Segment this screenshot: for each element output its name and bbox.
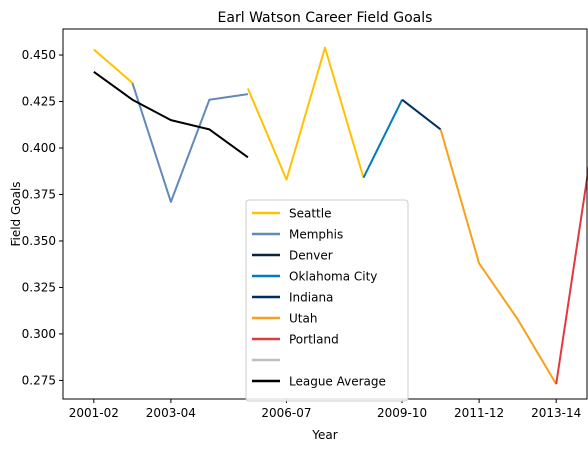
legend-box — [245, 199, 409, 402]
series-line-indiana-5 — [401, 98, 442, 131]
legend-label: League Average — [289, 375, 386, 389]
y-tick-label: 0.375 — [22, 187, 56, 201]
y-tick-label: 0.400 — [22, 141, 56, 155]
series-line-utah-6 — [439, 129, 558, 385]
chart-title: Earl Watson Career Field Goals — [218, 10, 433, 26]
legend-label: Portland — [289, 333, 339, 347]
y-tick-label: 0.300 — [22, 327, 56, 341]
legend-label: Memphis — [289, 228, 343, 242]
x-axis-label: Year — [311, 428, 337, 442]
x-axis: 2001-02 2003-04 2006-07 2009-10 2011-12 2013-… — [69, 399, 581, 420]
x-tick-label: 2011-12 — [454, 406, 504, 420]
y-tick-label: 0.450 — [22, 48, 56, 62]
x-tick-label: 2003-04 — [146, 406, 196, 420]
series-line-league-average-9 — [93, 70, 249, 159]
x-tick-label: 2006-07 — [261, 406, 311, 420]
x-tick-label: 2013-14 — [531, 406, 581, 420]
legend-label: Utah — [289, 312, 317, 326]
y-tick-label: 0.425 — [22, 95, 56, 109]
legend-label: Denver — [289, 249, 333, 263]
legend: Seattle Memphis Denver Oklahoma City Indiana… — [245, 199, 409, 402]
y-tick-label: 0.350 — [22, 234, 56, 248]
y-axis: 0.275 0.300 0.325 0.350 0.375 0.400 0.425 0.450 — [22, 48, 63, 387]
plot-series — [93, 46, 588, 385]
y-tick-label: 0.275 — [22, 373, 56, 387]
x-tick-label: 2009-10 — [377, 406, 427, 420]
y-axis-label: Field Goals — [9, 181, 23, 246]
x-tick-label: 2001-02 — [69, 406, 119, 420]
series-line-portland-7 — [555, 165, 588, 385]
series-line-seattle-0 — [93, 48, 134, 84]
series-line-seattle-2 — [246, 46, 365, 181]
legend-label: Indiana — [289, 291, 333, 305]
y-tick-label: 0.325 — [22, 280, 56, 294]
series-line-memphis-1 — [131, 82, 249, 203]
legend-label: Seattle — [289, 207, 331, 221]
series-line-oklahoma-city-4 — [362, 99, 403, 179]
legend-label: Oklahoma City — [289, 270, 377, 284]
